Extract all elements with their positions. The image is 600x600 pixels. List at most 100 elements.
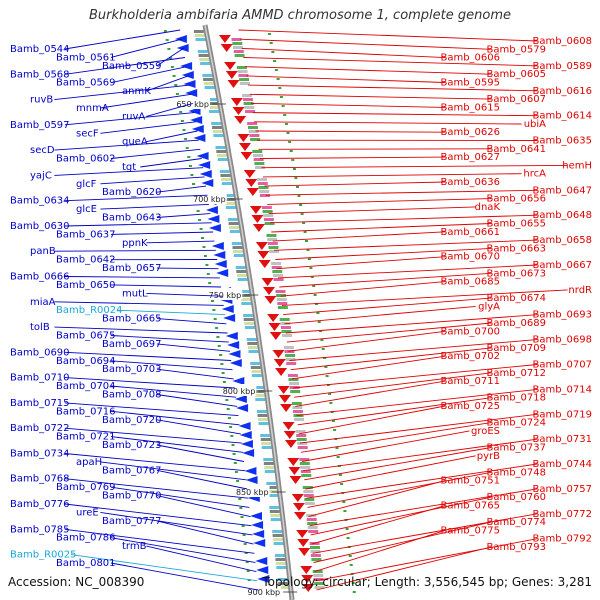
feature-block (232, 246, 243, 249)
gene-label: panB (30, 246, 56, 257)
leader-line (310, 496, 492, 536)
gene-label: ppnK (122, 238, 148, 249)
feature-block (197, 50, 208, 53)
feature-block (229, 226, 240, 229)
forward-gene-arrow (240, 152, 253, 160)
gene-label: Bamb_0710 (10, 373, 70, 384)
leader-line (54, 167, 204, 176)
leader-line (283, 297, 492, 316)
feature-block (276, 294, 287, 297)
reverse-gene-arrow (196, 152, 209, 160)
tick-dot (319, 330, 323, 332)
feature-block (225, 206, 236, 209)
gene-label: tgt (122, 162, 136, 173)
leader-line (309, 488, 538, 527)
gene-label: Bamb_0666 (10, 272, 70, 283)
gene-label: Bamb_0793 (486, 542, 546, 553)
feature-block (227, 218, 238, 221)
tick-dot (297, 195, 301, 197)
feature-block (219, 170, 230, 173)
gene-label: Bamb_0702 (440, 351, 500, 362)
gene-label: Bamb_0723 (102, 440, 162, 451)
tick-dot (310, 276, 314, 278)
feature-block (266, 482, 277, 485)
leader-line (100, 511, 253, 536)
tick-dot (343, 510, 347, 512)
leader-line (244, 66, 492, 75)
gene-label: Bamb_0559 (102, 61, 162, 72)
leader-line (275, 247, 492, 260)
feature-block (290, 390, 301, 393)
feature-block (270, 514, 281, 517)
feature-block (279, 318, 290, 321)
feature-block (277, 302, 288, 305)
feature-block (304, 498, 315, 501)
leader-line (54, 326, 228, 334)
forward-gene-arrow (252, 224, 265, 232)
tick-dot (240, 516, 244, 518)
leader-line (100, 176, 205, 185)
feature-block (257, 182, 268, 185)
leader-line (110, 335, 229, 343)
leader-line (64, 453, 246, 472)
tick-dot (222, 381, 226, 383)
tick-dot (234, 471, 238, 473)
feature-block (272, 530, 283, 533)
gene-label: Bamb_0772 (532, 509, 592, 520)
reverse-gene-arrow (252, 530, 265, 538)
leader-line (156, 419, 241, 435)
leader-line (100, 93, 192, 109)
feature-block (273, 274, 283, 277)
gene-label: Bamb_0698 (532, 335, 592, 346)
feature-block (266, 486, 277, 489)
feature-block (264, 466, 275, 469)
feature-block (307, 522, 318, 525)
leader-line (277, 264, 538, 279)
feature-block (278, 586, 289, 589)
gene-label: Bamb_0748 (486, 467, 546, 478)
feature-block (221, 178, 232, 181)
gene-label: Bamb_0616 (532, 86, 592, 97)
tick-dot (348, 555, 352, 557)
leader-line (110, 38, 182, 58)
gene-label: mnmA (76, 103, 109, 114)
forward-gene-arrow (292, 503, 305, 511)
gene-label: mutL (122, 288, 148, 299)
leader-line (316, 546, 492, 591)
feature-block (285, 354, 296, 357)
feature-block (233, 46, 243, 49)
feature-block (272, 534, 283, 537)
leader-line (289, 339, 538, 361)
gene-label: Bamb_0725 (440, 401, 500, 412)
feature-block (211, 122, 222, 125)
leader-line (156, 213, 211, 218)
leader-line (279, 272, 492, 288)
gene-label: Bamb_0712 (486, 368, 546, 379)
gene-label: Bamb_0626 (440, 127, 500, 138)
feature-block (234, 54, 245, 57)
gene-label: Bamb_0665 (102, 314, 162, 325)
feature-block (258, 422, 269, 425)
leader-line (300, 422, 492, 453)
tick-dot (351, 582, 355, 584)
feature-block (273, 542, 284, 545)
tick-dot (236, 480, 240, 482)
reverse-gene-arrow (229, 359, 242, 367)
forward-gene-arrow (277, 386, 290, 394)
gene-label: Bamb_0635 (532, 136, 592, 147)
tick-dot (306, 249, 310, 251)
tick-dot (305, 240, 308, 242)
feature-block (313, 574, 324, 577)
gene-label: Bamb_0765 (440, 501, 500, 512)
feature-block (217, 154, 227, 157)
reverse-gene-arrow (225, 332, 238, 340)
scale-label: 850 kbp (236, 488, 269, 497)
gene-label: Bamb_0663 (486, 243, 546, 254)
tick-dot (352, 591, 356, 593)
feature-block (297, 446, 308, 449)
scale-label-bg (167, 97, 210, 109)
feature-block (297, 442, 308, 445)
leader-line (297, 397, 492, 426)
scale-label: 900 kbp (248, 588, 281, 597)
gene-label: Bamb_0655 (486, 219, 546, 230)
